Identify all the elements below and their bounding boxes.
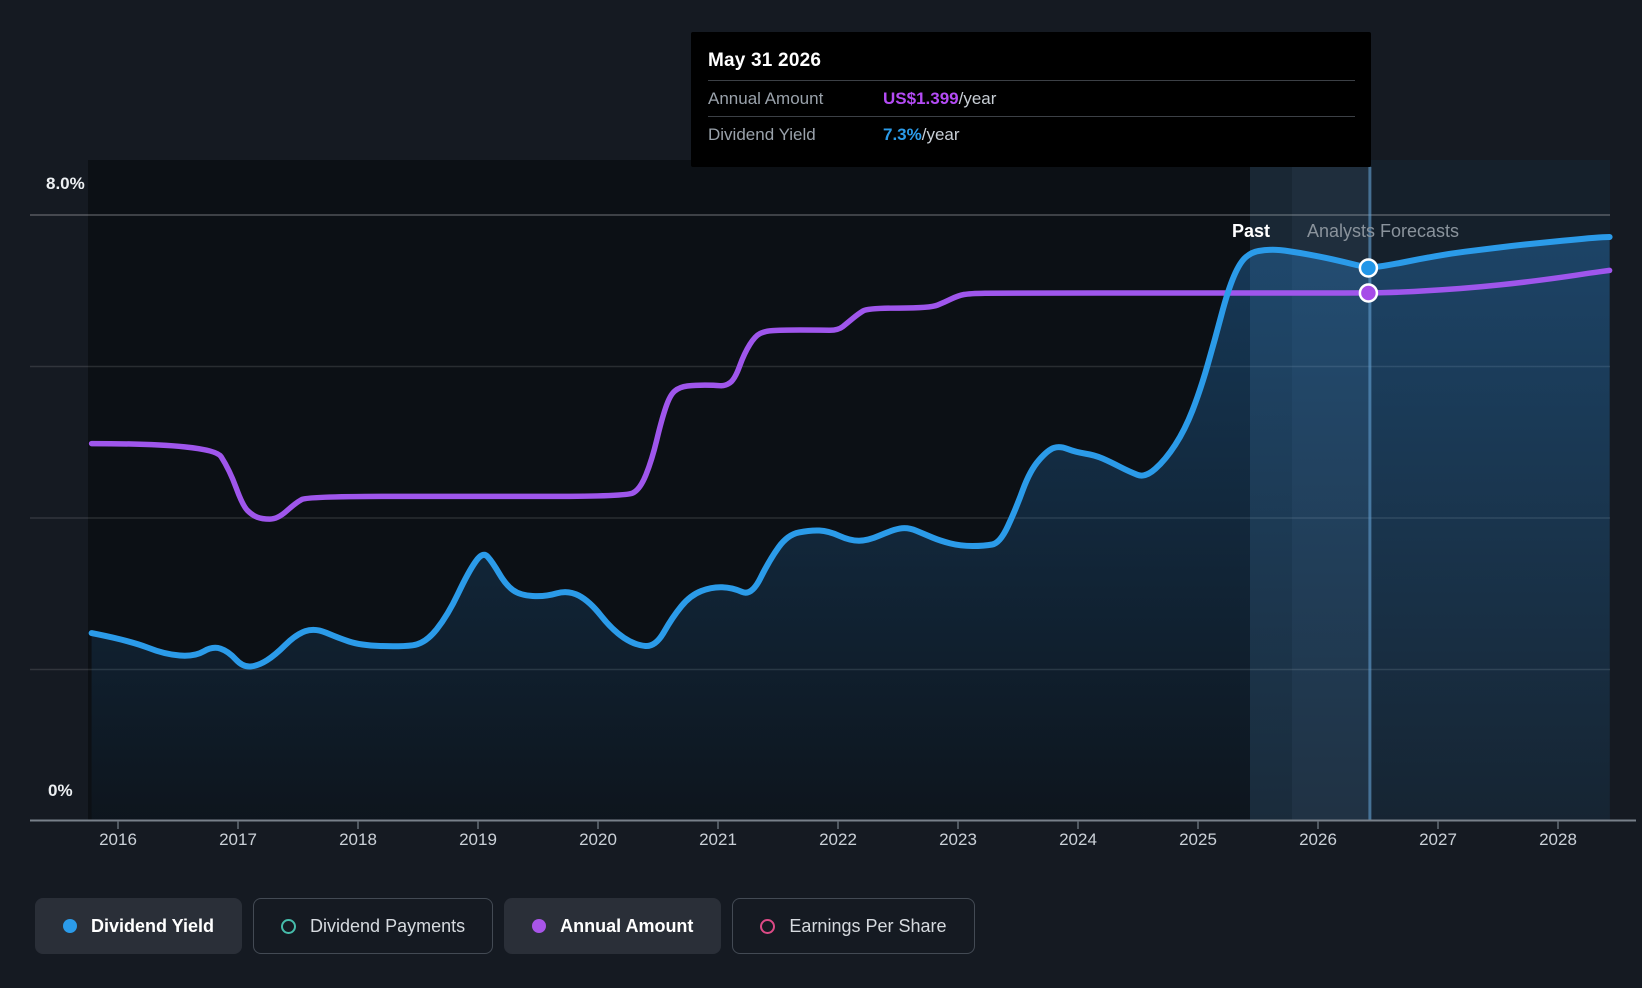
legend-button-earnings-per-share[interactable]: Earnings Per Share: [732, 898, 975, 954]
legend-button-annual-amount[interactable]: Annual Amount: [504, 898, 722, 954]
x-axis-ticks: [117, 821, 1559, 829]
x-axis-label: 2026: [1299, 830, 1337, 849]
x-axis-label: 2017: [219, 830, 257, 849]
legend-ring-icon: [760, 918, 776, 934]
tooltip-date-title: May 31 2026: [708, 50, 822, 71]
y-axis-label-zero: 0%: [48, 781, 73, 800]
past-label: Past: [1232, 221, 1271, 241]
tooltip-value-suffix: /year: [958, 88, 997, 108]
dividend-yield-line: [88, 234, 1613, 670]
legend-button-label: Dividend Yield: [91, 915, 215, 936]
tooltip-label: Dividend Yield: [708, 124, 816, 144]
legend-button-dividend-yield[interactable]: Dividend Yield: [35, 898, 243, 954]
legend-button-label: Earnings Per Share: [789, 915, 947, 936]
legend-button-dividend-payments[interactable]: Dividend Payments: [253, 898, 494, 954]
legend-dot-icon: [532, 919, 547, 933]
x-axis-label: 2023: [939, 830, 977, 849]
x-axis-label: 2024: [1059, 830, 1097, 849]
x-axis-label: 2025: [1179, 830, 1217, 849]
tooltip-row-annual-amount: Annual Amount US$1.399 /year: [708, 80, 1355, 116]
analysts-forecasts-label: Analysts Forecasts: [1307, 221, 1460, 241]
x-axis-label: 2019: [459, 830, 497, 849]
x-axis-label: 2021: [699, 830, 737, 849]
annual-amount-hover-marker[interactable]: [1358, 283, 1379, 303]
legend-dot-icon: [63, 919, 77, 933]
legend-button-label: Annual Amount: [560, 915, 694, 936]
x-axis-label: 2018: [339, 830, 377, 849]
dividend-yield-area-fill: [91, 237, 1610, 821]
x-axis-label: 2016: [99, 830, 137, 849]
chart-legend: Dividend Yield Dividend Payments Annual Am…: [35, 898, 975, 954]
x-axis-label: 2028: [1539, 830, 1577, 849]
x-axis-label: 2022: [819, 830, 857, 849]
annual-amount-line: [88, 267, 1613, 522]
tooltip-value-suffix: /year: [921, 124, 960, 144]
tooltip-row-dividend-yield: Dividend Yield 7.3% /year: [708, 116, 1355, 152]
tooltip-label: Annual Amount: [708, 88, 824, 108]
dividend-yield-hover-marker[interactable]: [1358, 258, 1379, 278]
legend-ring-icon: [281, 918, 297, 934]
x-axis-label: 2027: [1419, 830, 1457, 849]
tooltip-value: 7.3%: [883, 124, 922, 144]
y-axis-label-top: 8.0%: [46, 174, 85, 193]
x-axis-label: 2020: [579, 830, 617, 849]
hover-tooltip: May 31 2026 Annual Amount US$1.399 /year…: [691, 32, 1371, 167]
legend-button-label: Dividend Payments: [310, 915, 466, 936]
tooltip-value: US$1.399: [883, 88, 959, 108]
